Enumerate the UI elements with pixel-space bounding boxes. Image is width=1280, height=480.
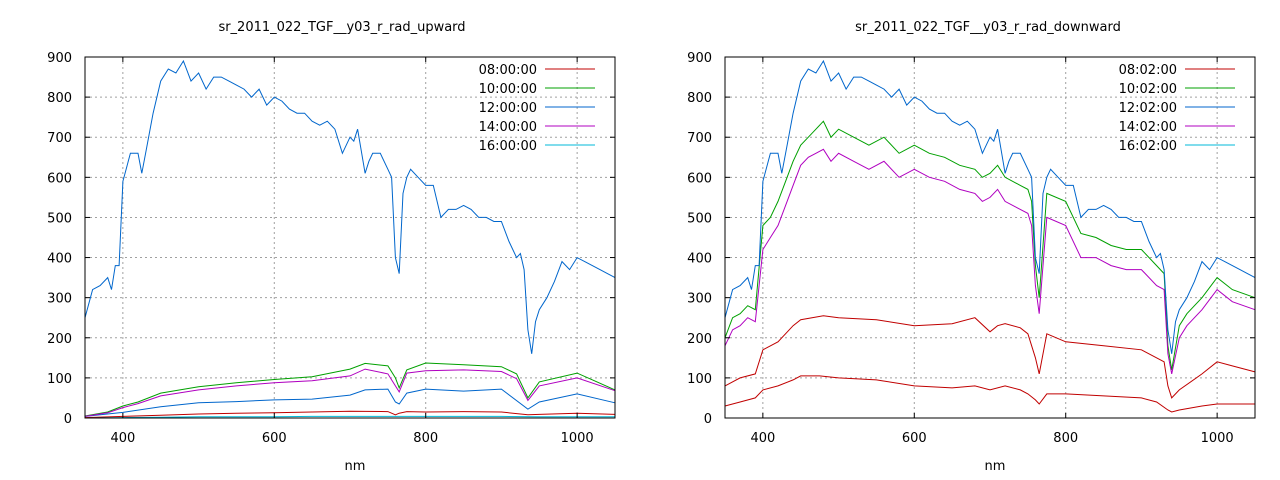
legend-label: 16:02:00 bbox=[1119, 139, 1177, 154]
y-tick-label: 600 bbox=[47, 171, 72, 186]
legend-label: 12:02:00 bbox=[1119, 101, 1177, 116]
series-line-6 bbox=[724, 315, 1256, 399]
y-tick-label: 400 bbox=[687, 252, 712, 267]
y-tick-label: 100 bbox=[47, 372, 72, 387]
series-line-4 bbox=[84, 368, 616, 417]
y-tick-label: 100 bbox=[687, 372, 712, 387]
chart-title: sr_2011_022_TGF__y03_r_rad_downward bbox=[855, 20, 1121, 35]
series-line-5 bbox=[84, 415, 615, 419]
y-tick-label: 700 bbox=[47, 131, 72, 146]
legend-label: 14:00:00 bbox=[479, 120, 537, 135]
plot-frame bbox=[84, 56, 616, 419]
x-tick-label: 400 bbox=[750, 431, 775, 446]
series-line-3 bbox=[84, 388, 616, 417]
x-tick-label: 400 bbox=[110, 431, 135, 446]
y-tick-label: 300 bbox=[687, 292, 712, 307]
x-tick-label: 1000 bbox=[561, 431, 594, 446]
series-line-6 bbox=[84, 59, 616, 354]
legend-label: 16:00:00 bbox=[479, 139, 537, 154]
y-tick-label: 900 bbox=[687, 51, 712, 66]
legend-label: 10:02:00 bbox=[1119, 82, 1177, 97]
legend-label: 10:00:00 bbox=[479, 82, 537, 97]
series-line-2 bbox=[724, 120, 1256, 370]
y-tick-label: 800 bbox=[687, 91, 712, 106]
y-tick-label: 200 bbox=[47, 332, 72, 347]
x-tick-label: 800 bbox=[413, 431, 438, 446]
series-line-4 bbox=[724, 148, 1256, 375]
y-tick-label: 0 bbox=[704, 412, 712, 427]
chart-panel-2: sr_2011_022_TGF__y03_r_rad_downward 0 100 2… bbox=[687, 20, 1256, 474]
y-tick-label: 800 bbox=[47, 91, 72, 106]
x-tick-label: 600 bbox=[262, 431, 287, 446]
x-axis-label: nm bbox=[985, 459, 1006, 474]
y-tick-label: 600 bbox=[687, 171, 712, 186]
plot-frame bbox=[724, 56, 1256, 419]
y-tick-label: 0 bbox=[64, 412, 72, 427]
legend-label: 08:00:00 bbox=[479, 63, 537, 78]
y-tick-label: 900 bbox=[47, 51, 72, 66]
y-tick-label: 500 bbox=[47, 211, 72, 226]
series-line-1 bbox=[724, 375, 1255, 413]
series-line-1 bbox=[84, 410, 616, 419]
chart-title: sr_2011_022_TGF__y03_r_rad_upward bbox=[218, 20, 465, 35]
y-tick-label: 200 bbox=[687, 332, 712, 347]
x-tick-label: 1000 bbox=[1201, 431, 1234, 446]
y-tick-label: 300 bbox=[47, 292, 72, 307]
series-line-3 bbox=[724, 59, 1256, 354]
legend-label: 08:02:00 bbox=[1119, 63, 1177, 78]
x-tick-label: 600 bbox=[902, 431, 927, 446]
series-line-2 bbox=[84, 362, 616, 417]
y-tick-label: 400 bbox=[47, 252, 72, 267]
chart-panel-1: sr_2011_022_TGF__y03_r_rad_upward 0 100 200… bbox=[47, 20, 616, 474]
y-tick-label: 700 bbox=[687, 131, 712, 146]
legend-label: 12:00:00 bbox=[479, 101, 537, 116]
x-axis-label: nm bbox=[345, 459, 366, 474]
legend-label: 14:02:00 bbox=[1119, 120, 1177, 135]
x-tick-label: 800 bbox=[1053, 431, 1078, 446]
y-tick-label: 500 bbox=[687, 211, 712, 226]
